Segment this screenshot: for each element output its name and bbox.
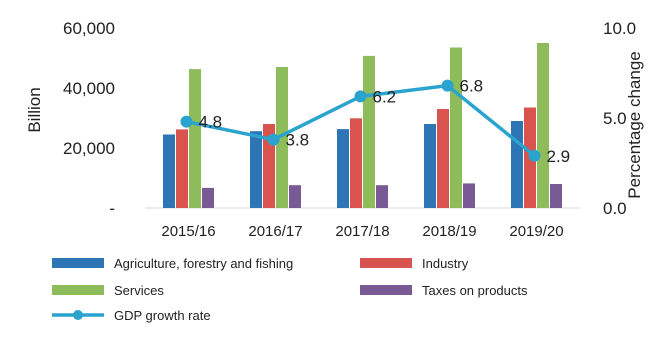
y2-tick-label: 0.0 [603, 199, 627, 218]
legend-item-agriculture-forestry-and-fishing: Agriculture, forestry and fishing [52, 256, 293, 271]
bar-agriculture-forestry-and-fishing [337, 129, 349, 208]
bar-industry [176, 129, 188, 208]
legend-item-gdp-growth-rate: GDP growth rate [52, 308, 211, 323]
legend-swatch [360, 258, 412, 268]
legend-label: Services [114, 283, 164, 298]
y-axis-right: 0.0 5.0 10.0 [603, 19, 636, 218]
growth-data-label: 4.8 [199, 113, 223, 132]
y2-tick-label: 5.0 [603, 109, 627, 128]
x-tick-label: 2017/18 [335, 223, 389, 240]
growth-point [354, 90, 367, 103]
growth-data-label: 2.9 [547, 147, 571, 166]
x-tick-label: 2018/19 [422, 223, 476, 240]
legend-item-taxes-on-products: Taxes on products [360, 283, 528, 298]
growth-point [528, 149, 541, 162]
x-tick-label: 2015/16 [161, 223, 215, 240]
bar-taxes-on-products [463, 183, 475, 208]
y-tick-label: 60,000 [63, 19, 115, 38]
legend-label: Agriculture, forestry and fishing [114, 256, 293, 271]
bar-taxes-on-products [550, 184, 562, 208]
growth-data-label: 6.8 [460, 77, 484, 96]
bar-services [450, 47, 462, 208]
y-axis-label: Billion [25, 87, 44, 132]
bar-agriculture-forestry-and-fishing [163, 134, 175, 208]
bar-taxes-on-products [202, 187, 214, 208]
growth-data-label: 6.2 [373, 87, 397, 106]
legend-swatch [52, 285, 104, 295]
y-tick-label: - [109, 199, 115, 218]
bar-services [189, 69, 201, 208]
legend-item-industry: Industry [360, 256, 469, 271]
y-tick-label: 20,000 [63, 139, 115, 158]
bar-services [363, 55, 375, 209]
legend: Agriculture, forestry and fishing Industr… [52, 256, 528, 323]
legend-label: GDP growth rate [114, 308, 211, 323]
growth-point [441, 79, 454, 92]
legend-marker [73, 310, 83, 320]
bar-taxes-on-products [289, 185, 301, 208]
y2-tick-label: 10.0 [603, 19, 636, 38]
bar-services [276, 67, 288, 208]
growth-point [180, 115, 193, 128]
legend-label: Industry [422, 256, 469, 271]
legend-swatch [52, 258, 104, 268]
y-axis-left: - 20,000 40,000 60,000 [63, 19, 115, 218]
bar-agriculture-forestry-and-fishing [511, 121, 523, 208]
bar-industry [437, 109, 449, 208]
growth-point [267, 133, 280, 146]
y2-axis-label: Percentage change [625, 51, 644, 198]
bar-agriculture-forestry-and-fishing [424, 124, 436, 208]
growth-data-label: 3.8 [286, 131, 310, 150]
growth-line: 4.8 3.8 6.2 6.8 2.9 [180, 77, 571, 166]
x-tick-label: 2019/20 [509, 223, 563, 240]
x-tick-label: 2016/17 [248, 223, 302, 240]
bar-services [537, 43, 549, 208]
bar-taxes-on-products [376, 185, 388, 208]
bars [163, 43, 562, 209]
bar-agriculture-forestry-and-fishing [250, 131, 262, 208]
legend-item-services: Services [52, 283, 164, 298]
x-axis: 2015/16 2016/17 2017/18 2018/19 2019/20 [161, 223, 563, 240]
legend-swatch [360, 285, 412, 295]
legend-label: Taxes on products [422, 283, 528, 298]
y-tick-label: 40,000 [63, 79, 115, 98]
bar-industry [350, 118, 362, 208]
